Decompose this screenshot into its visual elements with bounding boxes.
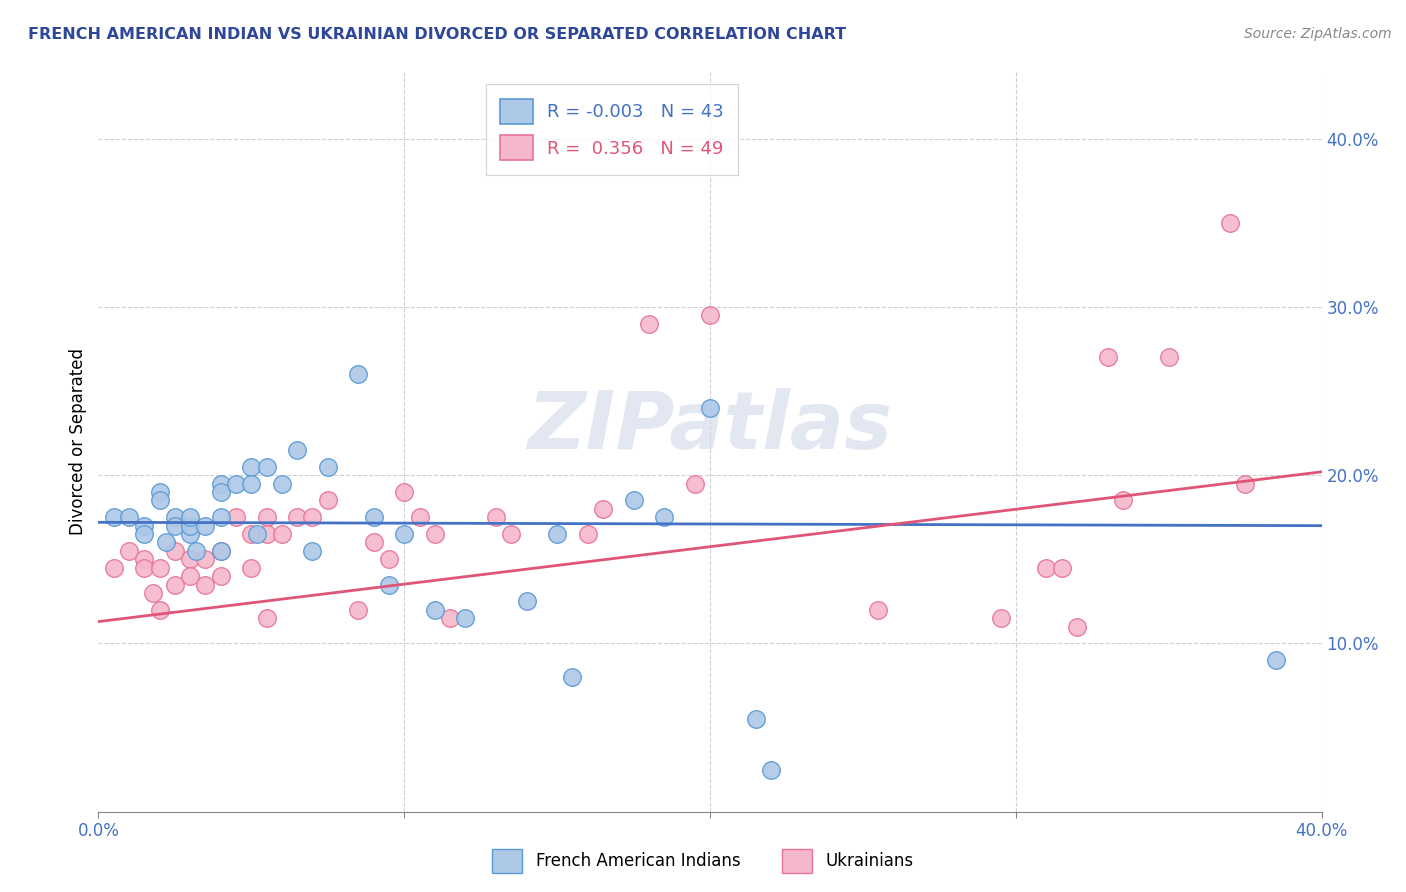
- Point: [179, 518, 201, 533]
- Point: [316, 459, 339, 474]
- Point: [745, 712, 768, 726]
- Point: [990, 611, 1012, 625]
- Point: [240, 459, 263, 474]
- Point: [1035, 560, 1057, 574]
- Point: [363, 535, 385, 549]
- Point: [163, 518, 186, 533]
- Point: [378, 552, 401, 566]
- Point: [301, 544, 323, 558]
- Point: [225, 510, 247, 524]
- Point: [454, 611, 477, 625]
- Point: [103, 560, 125, 574]
- Point: [179, 518, 201, 533]
- Point: [256, 611, 278, 625]
- Point: [423, 603, 446, 617]
- Point: [163, 544, 186, 558]
- Point: [209, 544, 232, 558]
- Point: [149, 485, 172, 500]
- Text: FRENCH AMERICAN INDIAN VS UKRAINIAN DIVORCED OR SEPARATED CORRELATION CHART: FRENCH AMERICAN INDIAN VS UKRAINIAN DIVO…: [28, 27, 846, 42]
- Point: [1264, 653, 1286, 667]
- Point: [592, 501, 614, 516]
- Point: [392, 485, 416, 500]
- Point: [652, 510, 675, 524]
- Point: [501, 527, 523, 541]
- Point: [256, 510, 278, 524]
- Point: [1097, 351, 1119, 365]
- Point: [285, 510, 308, 524]
- Point: [439, 611, 461, 625]
- Point: [134, 518, 156, 533]
- Point: [270, 527, 292, 541]
- Legend: French American Indians, Ukrainians: French American Indians, Ukrainians: [486, 842, 920, 880]
- Point: [103, 510, 125, 524]
- Point: [240, 476, 263, 491]
- Point: [149, 493, 172, 508]
- Point: [194, 518, 217, 533]
- Point: [209, 569, 232, 583]
- Point: [285, 442, 308, 457]
- Point: [240, 527, 263, 541]
- Point: [179, 527, 201, 541]
- Point: [1066, 619, 1088, 633]
- Point: [270, 476, 292, 491]
- Point: [179, 510, 201, 524]
- Point: [485, 510, 508, 524]
- Point: [179, 552, 201, 566]
- Point: [246, 527, 269, 541]
- Point: [576, 527, 599, 541]
- Point: [194, 577, 217, 591]
- Point: [149, 560, 172, 574]
- Point: [142, 586, 165, 600]
- Point: [1050, 560, 1073, 574]
- Point: [1219, 216, 1241, 230]
- Y-axis label: Divorced or Separated: Divorced or Separated: [69, 348, 87, 535]
- Point: [194, 552, 217, 566]
- Point: [683, 476, 706, 491]
- Point: [209, 485, 232, 500]
- Point: [118, 510, 141, 524]
- Legend: R = -0.003   N = 43, R =  0.356   N = 49: R = -0.003 N = 43, R = 0.356 N = 49: [486, 84, 738, 175]
- Point: [163, 510, 186, 524]
- Point: [301, 510, 323, 524]
- Point: [134, 552, 156, 566]
- Point: [759, 763, 782, 777]
- Point: [256, 527, 278, 541]
- Point: [623, 493, 645, 508]
- Point: [561, 670, 583, 684]
- Point: [546, 527, 568, 541]
- Point: [155, 535, 177, 549]
- Point: [118, 544, 141, 558]
- Point: [1234, 476, 1257, 491]
- Point: [408, 510, 430, 524]
- Point: [347, 368, 370, 382]
- Point: [347, 603, 370, 617]
- Point: [134, 527, 156, 541]
- Point: [516, 594, 538, 608]
- Point: [423, 527, 446, 541]
- Point: [186, 544, 208, 558]
- Point: [149, 603, 172, 617]
- Point: [209, 510, 232, 524]
- Point: [1157, 351, 1180, 365]
- Text: ZIPatlas: ZIPatlas: [527, 388, 893, 466]
- Point: [363, 510, 385, 524]
- Point: [209, 544, 232, 558]
- Point: [1112, 493, 1135, 508]
- Point: [240, 560, 263, 574]
- Point: [256, 459, 278, 474]
- Point: [637, 317, 661, 331]
- Point: [163, 577, 186, 591]
- Point: [134, 560, 156, 574]
- Point: [392, 527, 416, 541]
- Point: [225, 476, 247, 491]
- Point: [209, 476, 232, 491]
- Point: [179, 569, 201, 583]
- Point: [316, 493, 339, 508]
- Point: [868, 603, 890, 617]
- Point: [699, 401, 721, 415]
- Text: Source: ZipAtlas.com: Source: ZipAtlas.com: [1244, 27, 1392, 41]
- Point: [699, 309, 721, 323]
- Point: [378, 577, 401, 591]
